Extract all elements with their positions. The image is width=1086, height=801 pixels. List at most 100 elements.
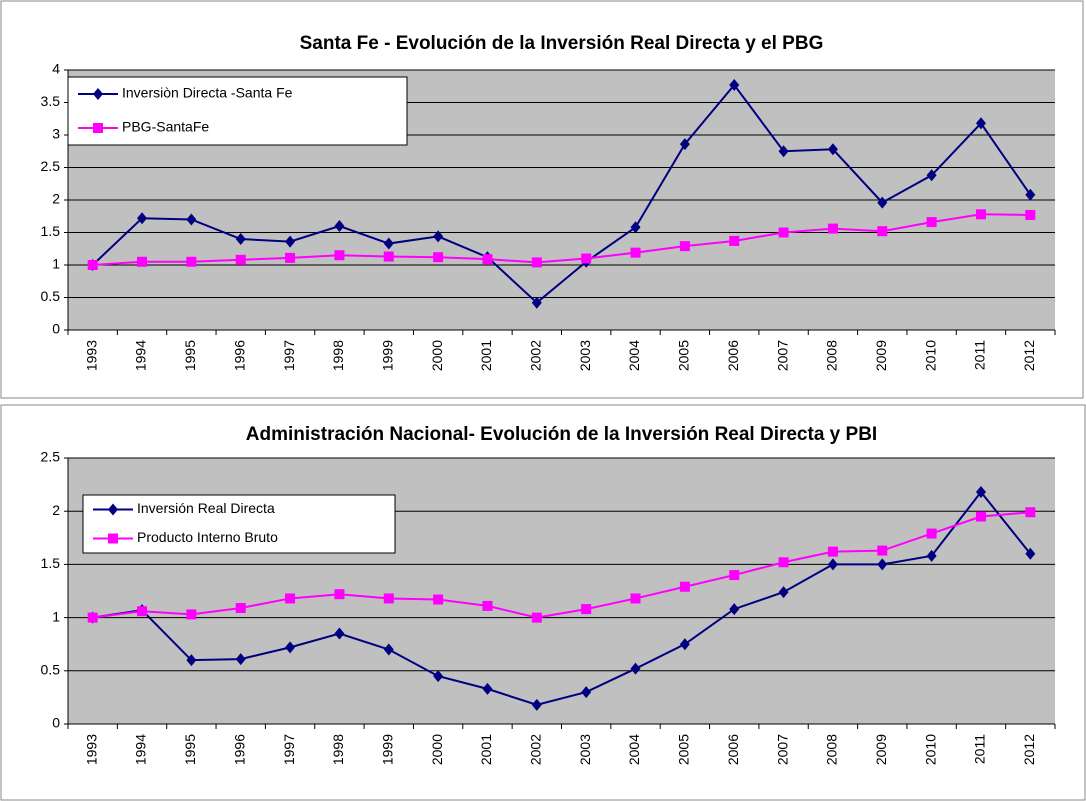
marker (383, 237, 394, 250)
marker (482, 600, 493, 611)
marker (926, 549, 937, 562)
marker (877, 545, 888, 556)
marker (778, 586, 789, 599)
marker (531, 612, 542, 623)
marker (729, 570, 740, 581)
marker (827, 546, 838, 557)
x-tick-label: 1999 (379, 340, 395, 371)
marker (581, 604, 592, 615)
legend-label: Inversión Real Directa (137, 500, 275, 516)
x-tick-label: 1997 (281, 340, 297, 371)
y-tick-label: 1.5 (41, 555, 61, 571)
marker (93, 88, 103, 100)
marker (531, 698, 542, 711)
marker (285, 235, 296, 248)
marker (877, 196, 888, 209)
chart-title: Santa Fe - Evolución de la Inversión Rea… (300, 33, 824, 54)
marker (975, 117, 986, 130)
marker (729, 78, 740, 91)
y-tick-label: 1.5 (41, 223, 61, 239)
x-tick-label: 2008 (824, 340, 840, 371)
y-tick-label: 1 (52, 608, 60, 624)
marker (108, 503, 118, 516)
marker (285, 593, 296, 604)
marker (87, 612, 98, 623)
marker (186, 256, 197, 267)
marker (433, 252, 444, 263)
marker (778, 145, 789, 158)
series-line (91, 83, 1032, 305)
legend-label: Producto Interno Bruto (137, 529, 278, 545)
series-line (92, 213, 1031, 266)
y-tick-label: 0.5 (41, 288, 61, 304)
y-tick-label: 0.5 (41, 662, 61, 678)
x-tick-label: 2004 (626, 340, 642, 371)
y-tick-label: 0 (52, 321, 60, 337)
marker (137, 212, 148, 225)
x-tick-label: 2005 (676, 734, 692, 765)
chart-title: Administración Nacional- Evolución de la… (246, 424, 877, 445)
marker (729, 603, 740, 616)
marker (679, 581, 690, 592)
x-tick-label: 2006 (725, 340, 741, 371)
marker (729, 235, 740, 246)
marker (334, 220, 345, 232)
x-tick-label: 1996 (231, 734, 247, 765)
marker (235, 233, 246, 245)
x-tick-label: 1993 (83, 734, 99, 765)
marker (334, 627, 345, 640)
x-tick-label: 1994 (133, 734, 149, 765)
marker (235, 254, 246, 265)
x-tick-label: 2001 (478, 340, 494, 371)
x-tick-label: 1998 (330, 340, 346, 371)
x-tick-label: 2008 (824, 734, 840, 765)
marker (383, 251, 394, 262)
x-tick-label: 2010 (922, 734, 938, 765)
marker (630, 221, 641, 234)
marker (383, 593, 394, 604)
x-tick-label: 2009 (873, 340, 889, 371)
x-tick-label: 2011 (972, 340, 988, 370)
marker (581, 686, 592, 699)
marker (630, 662, 641, 675)
x-tick-label: 2007 (774, 734, 790, 765)
marker (235, 653, 246, 666)
marker (630, 593, 641, 604)
series-line (92, 511, 1031, 619)
marker (433, 594, 444, 605)
x-tick-label: 1997 (281, 734, 297, 765)
x-tick-label: 2002 (528, 340, 544, 371)
marker (108, 533, 118, 544)
marker (186, 213, 197, 226)
y-tick-label: 3 (52, 126, 60, 142)
x-tick-label: 2012 (1021, 734, 1037, 765)
marker (975, 486, 986, 499)
x-tick-label: 2005 (676, 340, 692, 371)
marker (1025, 188, 1036, 201)
marker (679, 138, 690, 151)
marker (1025, 507, 1036, 518)
x-tick-label: 2011 (972, 734, 988, 764)
marker (334, 250, 345, 261)
marker (827, 143, 838, 156)
y-tick-label: 2 (52, 191, 60, 207)
marker (827, 223, 838, 234)
marker (630, 247, 641, 258)
marker (235, 603, 246, 614)
x-tick-label: 2006 (725, 734, 741, 765)
y-tick-label: 2 (52, 502, 60, 518)
marker (383, 643, 394, 656)
legend-box (82, 494, 396, 554)
marker (679, 638, 690, 651)
legend-label: Inversiòn Directa -Santa Fe (122, 85, 293, 101)
x-tick-label: 2012 (1021, 340, 1037, 371)
marker (1025, 547, 1036, 560)
x-tick-label: 1993 (83, 340, 99, 371)
marker (186, 609, 197, 620)
y-tick-label: 0 (52, 715, 60, 731)
x-tick-label: 2002 (528, 734, 544, 765)
marker (334, 589, 345, 600)
marker (926, 169, 937, 182)
marker (926, 217, 937, 228)
